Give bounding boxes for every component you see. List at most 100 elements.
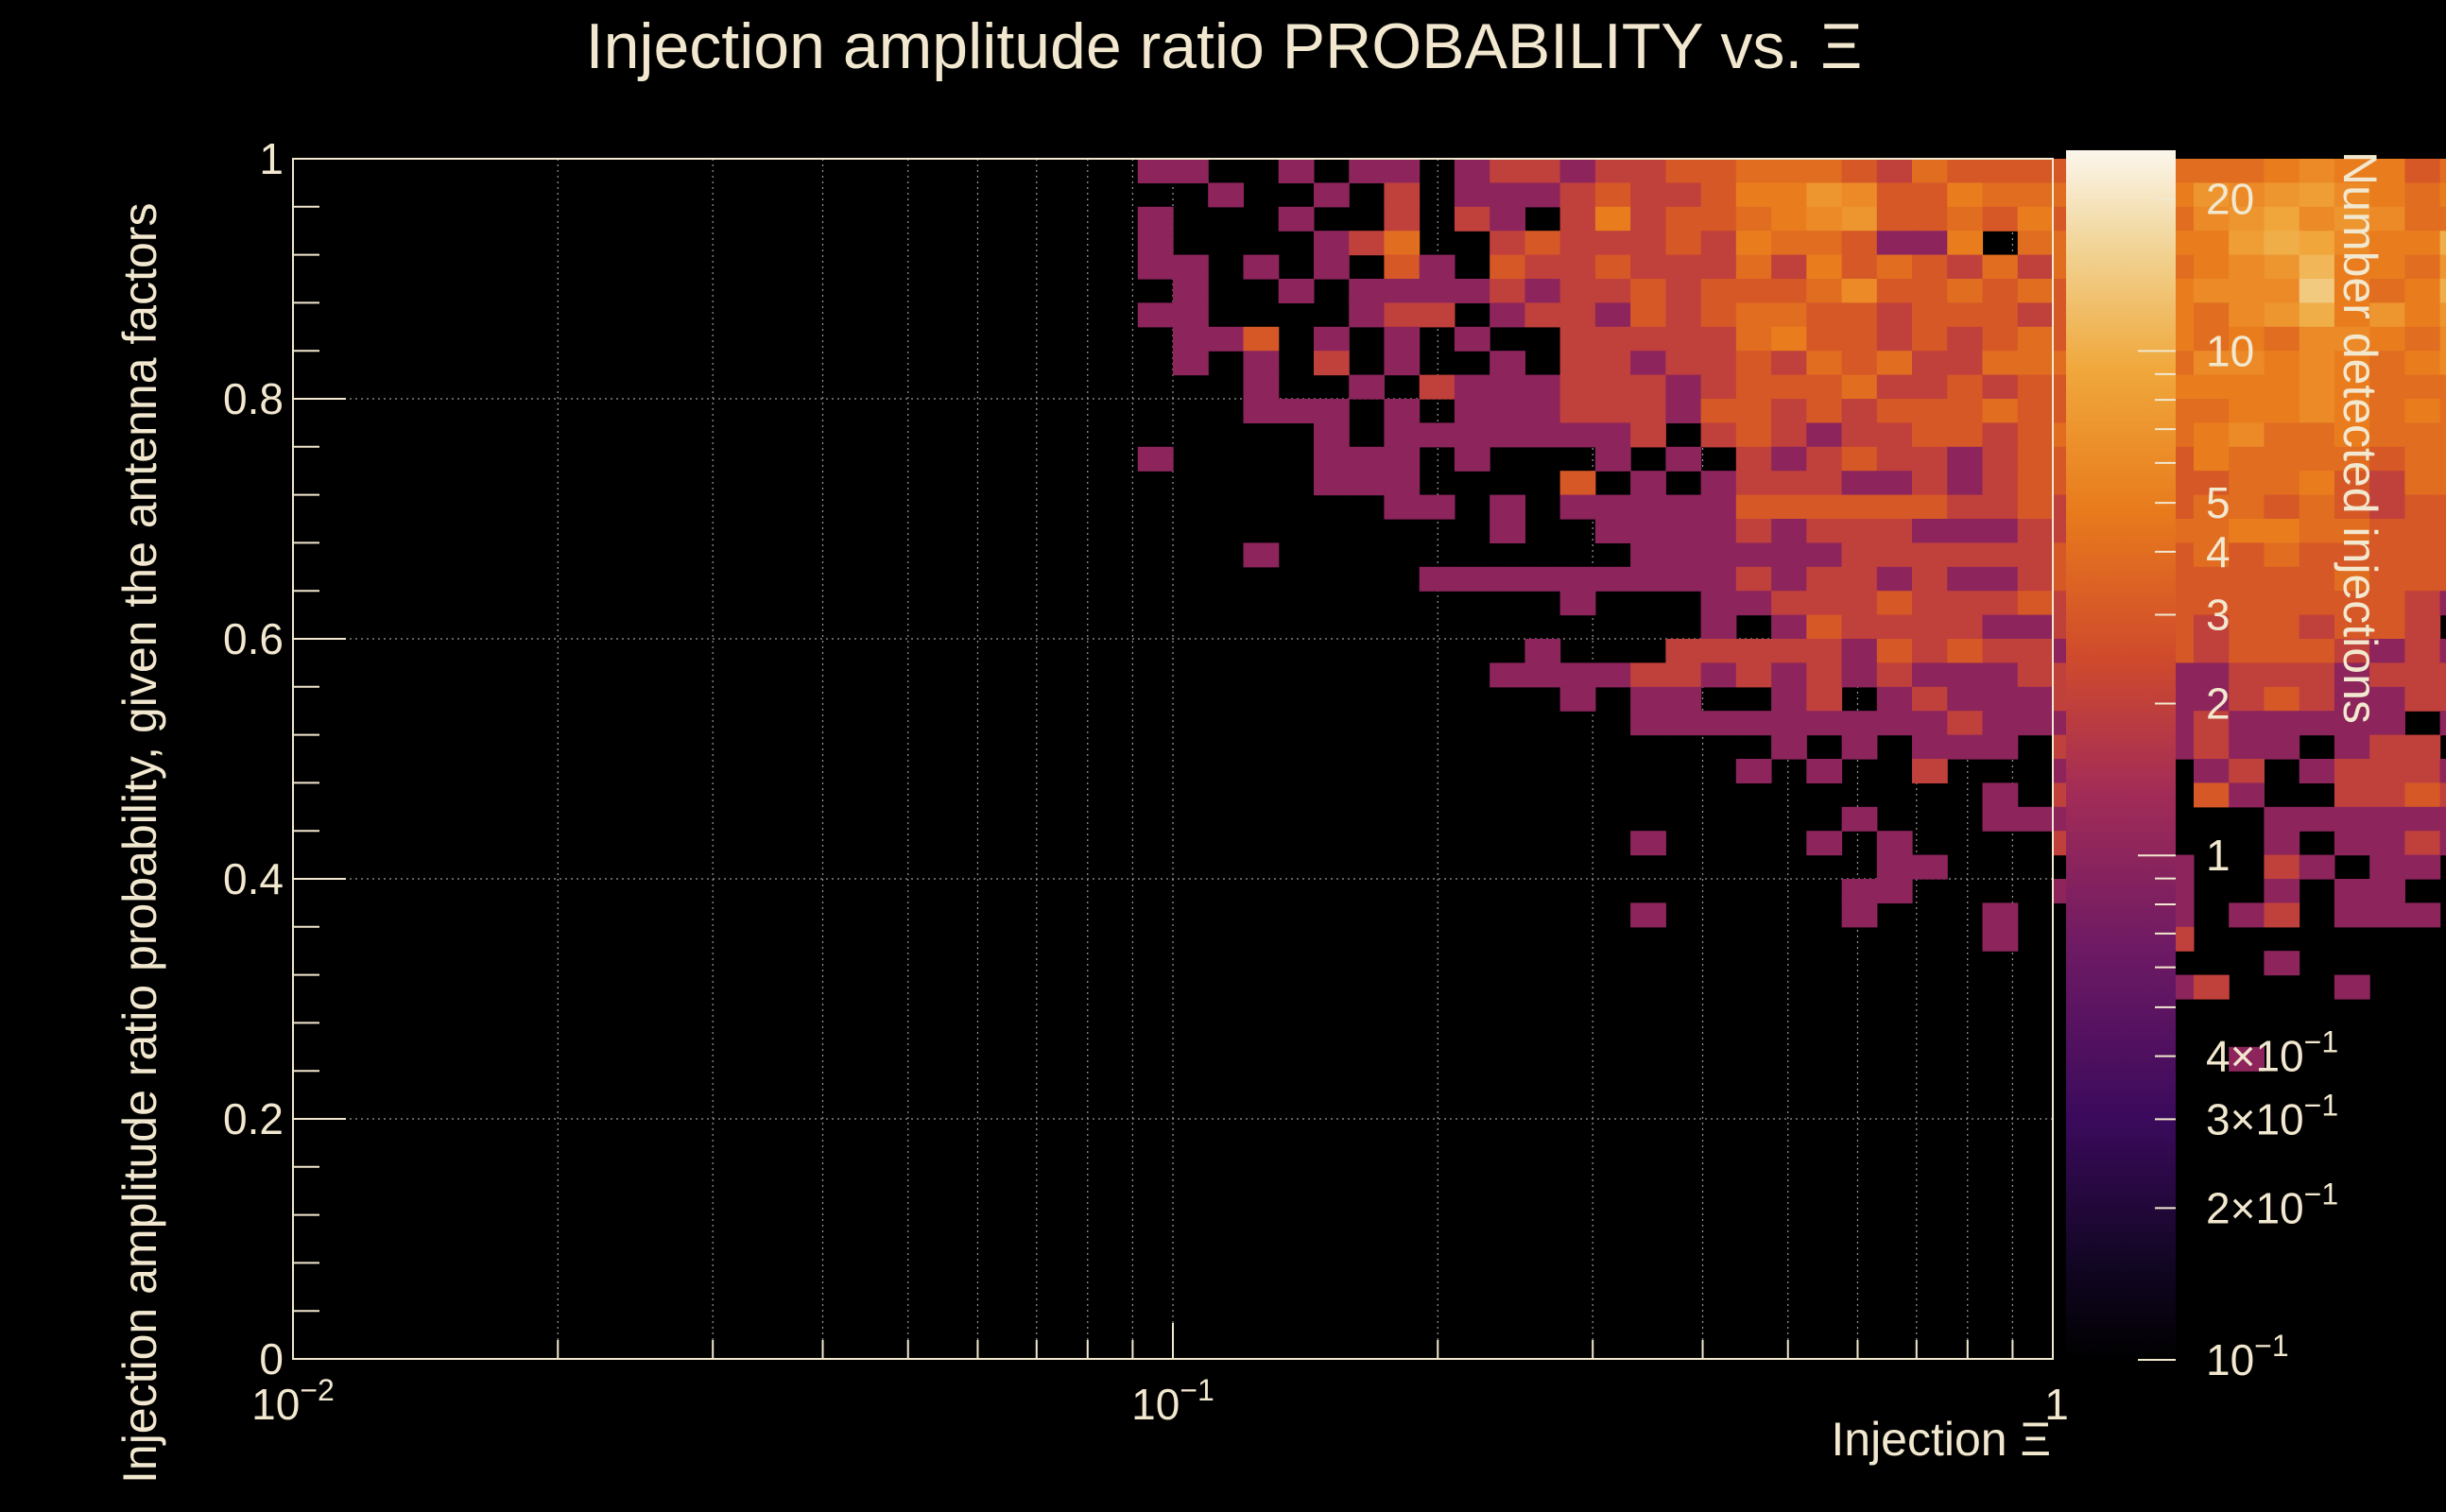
heatmap-cell: [2229, 494, 2265, 520]
heatmap-cell: [1735, 711, 1772, 736]
heatmap-cell: [2404, 374, 2441, 400]
heatmap-cell: [1947, 231, 1984, 256]
heatmap-cell: [1490, 302, 1525, 328]
heatmap-cell: [1912, 686, 1948, 712]
heatmap-cell: [2194, 519, 2230, 543]
heatmap-cell: [1841, 494, 1878, 520]
heatmap-cell: [1700, 422, 1737, 448]
heatmap-cell: [1947, 302, 1984, 328]
heatmap-cell: [1982, 254, 2019, 280]
heatmap-cell: [1771, 639, 1807, 663]
heatmap-cell: [1630, 279, 1666, 303]
heatmap-cell: [1806, 542, 1843, 568]
heatmap-cell: [2404, 326, 2441, 352]
heatmap-cell: [1947, 159, 1984, 183]
heatmap-cell: [2369, 662, 2405, 688]
heatmap-cell: [1841, 399, 1878, 423]
heatmap-cell: [1912, 734, 1948, 760]
heatmap-cell: [2299, 471, 2335, 496]
heatmap-cell: [2404, 902, 2441, 928]
heatmap-cell: [1982, 471, 2019, 496]
heatmap-cell: [1314, 422, 1350, 448]
heatmap-cell: [1947, 471, 1984, 496]
heatmap-cell: [1700, 711, 1737, 736]
heatmap-cell: [1630, 206, 1666, 232]
heatmap-cell: [1559, 159, 1596, 183]
heatmap-cell: [1665, 662, 1702, 688]
heatmap-cell: [1208, 182, 1244, 208]
heatmap-cell: [1947, 662, 1984, 688]
heatmap-cell: [1700, 399, 1737, 423]
heatmap-cell: [1841, 614, 1878, 640]
heatmap-cell: [1278, 399, 1315, 423]
heatmap-cell: [1982, 422, 2019, 448]
heatmap-cell: [1806, 422, 1843, 448]
heatmap-cell: [2439, 302, 2446, 328]
heatmap-cell: [1173, 351, 1209, 376]
heatmap-cell: [2229, 206, 2265, 232]
heatmap-cell: [2017, 639, 2054, 663]
colorbar-tick-label: 4×10−1: [2206, 1025, 2338, 1081]
heatmap-cell: [1630, 399, 1666, 423]
heatmap-cell: [2299, 614, 2335, 640]
heatmap-cell: [2017, 159, 2054, 183]
heatmap-cell: [1700, 542, 1737, 568]
heatmap-cell: [1490, 351, 1525, 376]
heatmap-cell: [1912, 254, 1948, 280]
heatmap-cell: [1771, 231, 1807, 256]
heatmap-cell: [1630, 902, 1666, 928]
heatmap-cell: [1982, 446, 2019, 472]
heatmap-cell: [1912, 374, 1948, 400]
heatmap-cell: [2369, 879, 2405, 903]
heatmap-cell: [1419, 422, 1456, 448]
heatmap-cell: [1876, 471, 1913, 496]
heatmap-cell: [2017, 566, 2054, 592]
heatmap-cell: [2264, 231, 2300, 256]
heatmap-cell: [1947, 182, 1984, 208]
heatmap-cell: [1630, 374, 1666, 400]
heatmap-cell: [2017, 206, 2054, 232]
heatmap-cell: [1173, 159, 1209, 183]
heatmap-cell: [1490, 566, 1525, 592]
heatmap-cell: [1947, 591, 1984, 616]
heatmap-cell: [1630, 494, 1666, 520]
heatmap-cell: [2229, 591, 2265, 616]
heatmap-cell: [1384, 302, 1421, 328]
heatmap-cell: [1630, 662, 1666, 688]
heatmap-cell: [1841, 374, 1878, 400]
heatmap-cell: [1524, 662, 1561, 688]
heatmap-cell: [2404, 566, 2441, 592]
heatmap-cell: [1700, 471, 1737, 496]
heatmap-cell: [1912, 159, 1948, 183]
heatmap-cell: [2017, 686, 2054, 712]
heatmap-cell: [1559, 662, 1596, 688]
heatmap-cell: [2017, 182, 2054, 208]
colorbar-tick-label: 5: [2206, 478, 2231, 527]
heatmap-cell: [1841, 519, 1878, 543]
heatmap-cell: [2194, 351, 2230, 376]
heatmap-cell: [1876, 182, 1913, 208]
heatmap-cell: [1735, 302, 1772, 328]
heatmap-cell: [1314, 471, 1350, 496]
colorbar-tick-label: 4: [2206, 527, 2231, 576]
heatmap-cell: [1771, 734, 1807, 760]
heatmap-cell: [1771, 446, 1807, 472]
heatmap-cell: [1278, 206, 1315, 232]
y-tick-label: 0.4: [223, 854, 284, 903]
heatmap-cell: [1314, 446, 1350, 472]
heatmap-cell: [1912, 566, 1948, 592]
heatmap-cell: [1771, 711, 1807, 736]
heatmap-cell: [1771, 254, 1807, 280]
heatmap-cell: [1947, 519, 1984, 543]
heatmap-cell: [2404, 422, 2441, 448]
heatmap-cell: [1665, 494, 1702, 520]
heatmap-cell: [1454, 206, 1490, 232]
heatmap-cell: [1524, 374, 1561, 400]
heatmap-cell: [1665, 279, 1702, 303]
heatmap-cell: [1912, 639, 1948, 663]
heatmap-cell: [1876, 711, 1913, 736]
heatmap-cell: [1173, 254, 1209, 280]
heatmap-cell: [2229, 159, 2265, 183]
heatmap-cell: [2017, 279, 2054, 303]
heatmap-cell: [2017, 542, 2054, 568]
